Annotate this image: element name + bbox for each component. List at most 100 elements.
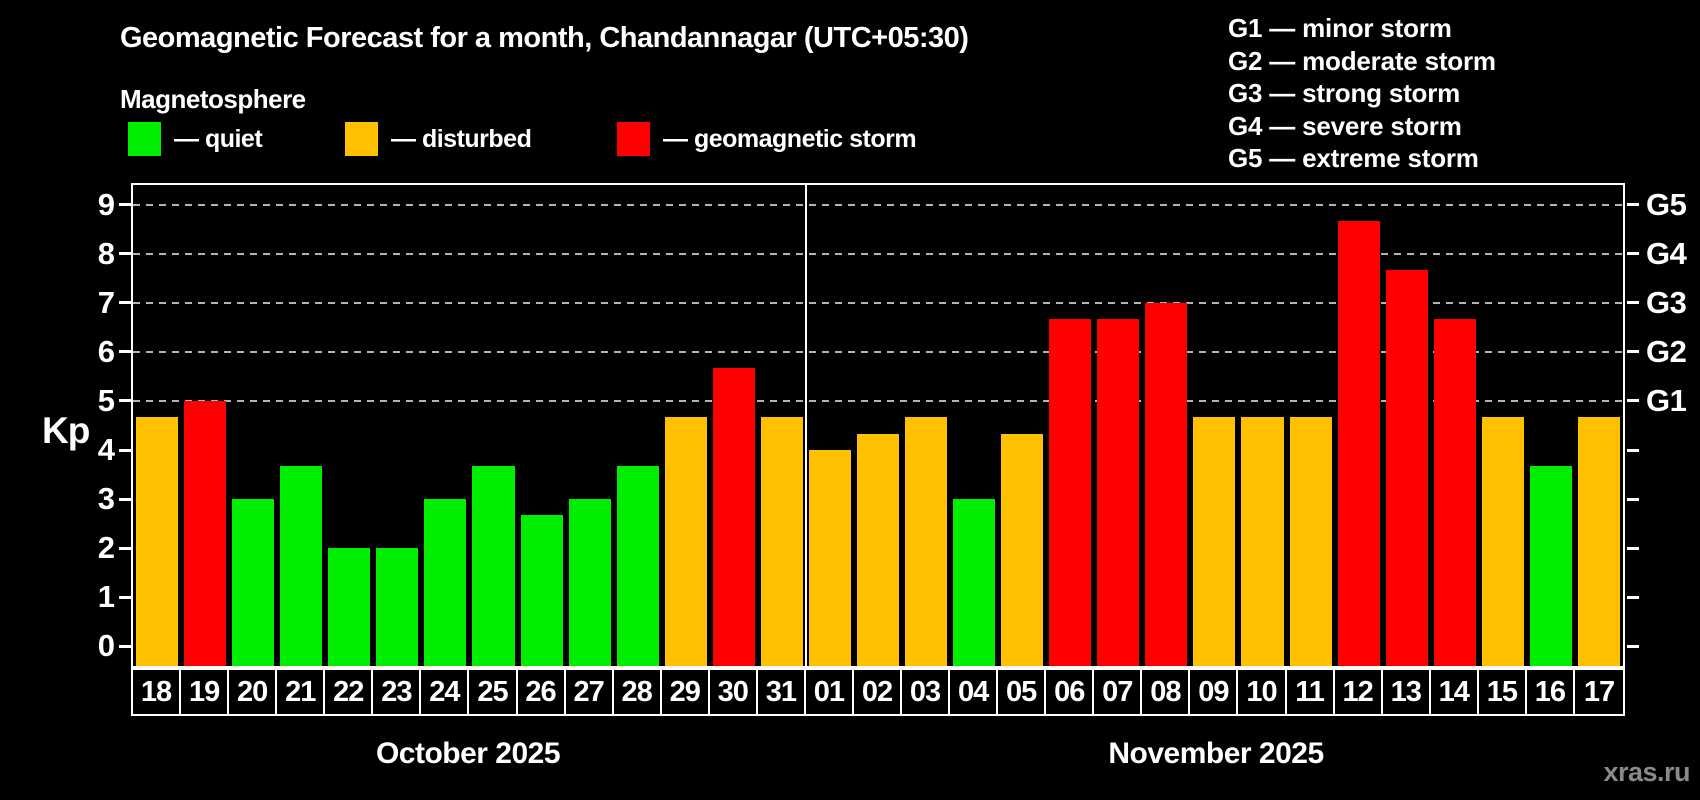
gridline-kp-7 <box>133 301 1623 304</box>
g3-legend-line: G3 — strong storm <box>1228 78 1461 108</box>
left-tick-1 <box>119 595 131 599</box>
month-separator-line <box>804 185 807 666</box>
day-cell-07: 07 <box>1094 670 1143 714</box>
gridline-kp-8 <box>133 252 1623 255</box>
page-title: Geomagnetic Forecast for a month, Chanda… <box>120 22 969 54</box>
day-cell-22: 22 <box>325 670 374 714</box>
quiet-swatch-icon <box>128 122 161 156</box>
storm-scale-legend: G1 — minor storm G2 — moderate storm G3 … <box>1228 12 1496 175</box>
kp-bar-day-09 <box>1193 417 1236 666</box>
day-cell-21: 21 <box>277 670 326 714</box>
y-tick-label-8: 8 <box>97 235 115 271</box>
y-tick-label-1: 1 <box>97 579 115 615</box>
legend-label-storm: — geomagnetic storm <box>663 124 917 153</box>
day-cell-03: 03 <box>902 670 951 714</box>
g2-legend-line: G2 — moderate storm <box>1228 45 1496 76</box>
kp-bar-day-18 <box>136 417 179 666</box>
right-tick-0 <box>1627 644 1639 648</box>
g-scale-label-G5: G5 <box>1646 186 1687 222</box>
right-tick-4 <box>1627 448 1639 452</box>
day-axis-row: 18 19 20 21 22 23 24 25 26 27 28 29 30 31 01 02 03 04 05 06… <box>131 668 1625 716</box>
g1-legend-line: G1 — minor storm <box>1228 13 1452 43</box>
left-tick-2 <box>119 546 131 550</box>
kp-bar-day-27 <box>568 499 611 666</box>
kp-bar-day-10 <box>1241 417 1284 666</box>
y-tick-label-9: 9 <box>97 186 115 222</box>
day-cell-06: 06 <box>1046 670 1095 714</box>
day-cell-15: 15 <box>1479 670 1527 714</box>
day-cell-18: 18 <box>133 670 182 714</box>
g4-legend-line: G4 — severe storm <box>1228 110 1462 141</box>
y-tick-label-0: 0 <box>97 628 115 664</box>
y-tick-label-7: 7 <box>97 284 115 320</box>
day-cell-19: 19 <box>181 670 230 714</box>
right-tick-2 <box>1627 546 1639 550</box>
day-cell-16: 16 <box>1527 670 1575 714</box>
gridline-kp-6 <box>133 350 1623 353</box>
day-cell-10: 10 <box>1238 670 1287 714</box>
kp-bar-day-12 <box>1337 220 1380 666</box>
g-scale-label-G4: G4 <box>1646 235 1687 271</box>
kp-bar-day-28 <box>616 466 659 666</box>
kp-bar-day-26 <box>520 515 563 666</box>
right-tick-8 <box>1627 252 1639 256</box>
legend-item-quiet: — quiet <box>128 122 263 156</box>
kp-bar-day-06 <box>1049 319 1092 666</box>
kp-bar-day-04 <box>953 499 996 666</box>
kp-bar-day-14 <box>1433 319 1476 666</box>
day-cell-04: 04 <box>950 670 999 714</box>
right-tick-9 <box>1627 203 1639 207</box>
kp-bar-day-24 <box>424 499 467 666</box>
gridline-kp-9 <box>133 203 1623 206</box>
kp-bar-day-25 <box>472 466 515 666</box>
legend-item-storm: — geomagnetic storm <box>617 122 917 156</box>
day-cell-05: 05 <box>998 670 1047 714</box>
storm-swatch-icon <box>617 122 650 156</box>
left-tick-7 <box>119 301 131 305</box>
right-tick-7 <box>1627 301 1639 305</box>
g-scale-label-G2: G2 <box>1646 333 1687 369</box>
disturbed-swatch-icon <box>345 122 378 156</box>
kp-bar-day-07 <box>1097 319 1140 666</box>
day-cell-08: 08 <box>1142 670 1191 714</box>
y-tick-label-3: 3 <box>97 481 115 517</box>
kp-bar-day-13 <box>1385 269 1428 666</box>
day-cell-29: 29 <box>662 670 710 714</box>
kp-bar-day-05 <box>1001 433 1044 666</box>
left-tick-0 <box>119 644 131 648</box>
gridline-kp-5 <box>133 399 1623 402</box>
kp-bar-day-31 <box>760 417 803 666</box>
g-scale-label-G3: G3 <box>1646 284 1687 320</box>
kp-bar-day-08 <box>1145 302 1188 666</box>
kp-bar-day-01 <box>808 450 851 666</box>
kp-bar-day-23 <box>376 548 419 666</box>
legend-label-disturbed: — disturbed <box>391 124 532 153</box>
day-cell-23: 23 <box>373 670 422 714</box>
left-tick-8 <box>119 252 131 256</box>
kp-bar-day-03 <box>905 417 948 666</box>
day-cell-30: 30 <box>710 670 758 714</box>
day-cell-12: 12 <box>1335 670 1383 714</box>
kp-bar-day-22 <box>328 548 371 666</box>
month-label-november: November 2025 <box>1108 737 1324 770</box>
day-cell-09: 09 <box>1190 670 1239 714</box>
right-tick-5 <box>1627 399 1639 403</box>
right-tick-3 <box>1627 497 1639 501</box>
kp-bar-day-20 <box>232 499 275 666</box>
magnetosphere-label: Magnetosphere <box>120 84 306 114</box>
plot-area <box>131 183 1625 668</box>
legend-label-quiet: — quiet <box>174 124 263 153</box>
day-cell-17: 17 <box>1583 675 1615 708</box>
watermark-link[interactable]: xras.ru <box>1603 757 1690 787</box>
legend-item-disturbed: — disturbed <box>345 122 532 156</box>
day-cell-02: 02 <box>854 670 903 714</box>
y-tick-label-2: 2 <box>97 530 115 566</box>
g5-legend-line: G5 — extreme storm <box>1228 143 1479 173</box>
day-cell-24: 24 <box>421 670 470 714</box>
day-cell-31: 31 <box>758 670 806 714</box>
day-cell-01: 01 <box>806 670 854 714</box>
kp-bar-day-30 <box>712 368 755 666</box>
day-cell-14: 14 <box>1431 670 1479 714</box>
day-cell-20: 20 <box>229 670 278 714</box>
